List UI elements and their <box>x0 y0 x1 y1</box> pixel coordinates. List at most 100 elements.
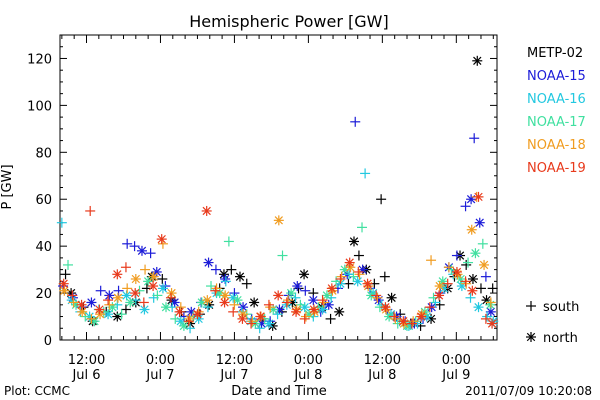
data-point <box>67 290 78 301</box>
data-point <box>201 205 212 216</box>
data-point <box>136 245 147 256</box>
x-tick-label-time: 0:00 <box>294 353 323 368</box>
data-point <box>174 306 185 317</box>
data-point <box>210 264 221 275</box>
y-tick-label: 40 <box>35 240 52 255</box>
data-point <box>254 323 265 334</box>
data-point <box>434 299 445 310</box>
data-point <box>116 309 127 320</box>
y-axis-label: P [GW] <box>0 164 15 209</box>
data-point <box>350 116 361 127</box>
data-point <box>165 292 176 303</box>
data-point <box>273 290 284 301</box>
data-point <box>56 217 67 228</box>
data-point <box>349 236 360 247</box>
data-point <box>122 238 133 249</box>
data-point <box>77 306 88 317</box>
data-point <box>480 313 491 324</box>
data-point <box>184 313 195 324</box>
x-tick-label-time: 0:00 <box>442 353 471 368</box>
data-point <box>371 290 382 301</box>
legend-entry: METP-02 <box>527 46 583 61</box>
data-point <box>406 318 417 329</box>
data-point <box>380 302 391 313</box>
data-point <box>229 299 240 310</box>
data-point <box>138 297 149 308</box>
data-point <box>202 295 213 306</box>
data-point <box>226 264 237 275</box>
data-point <box>148 271 159 282</box>
x-tick-label-date: Jul 9 <box>441 368 470 383</box>
data-point <box>460 201 471 212</box>
data-point <box>130 274 141 284</box>
data-point <box>263 318 274 329</box>
data-point <box>125 297 136 308</box>
data-point <box>210 285 221 296</box>
data-point <box>140 264 151 275</box>
data-point <box>178 320 189 331</box>
marker-legend: south north <box>526 300 579 346</box>
data-point <box>480 271 491 282</box>
plot-timestamp: 2011/07/09 10:20:08 <box>465 384 592 398</box>
data-point <box>220 290 231 301</box>
data-point <box>424 302 435 313</box>
data-point <box>161 302 172 313</box>
data-point <box>291 306 302 317</box>
data-point <box>344 257 355 268</box>
legend: METP-02 NOAA-15 NOAA-16 NOAA-17 NOAA-18 NOAA-… <box>527 46 586 176</box>
data-point <box>416 311 427 322</box>
y-tick-label: 20 <box>35 287 52 302</box>
data-point <box>475 283 486 294</box>
x-tick-label-time: 12:00 <box>364 353 401 368</box>
data-point <box>86 297 97 308</box>
data-points <box>56 55 499 334</box>
data-point <box>220 276 231 287</box>
x-tick-label-time: 12:00 <box>216 353 253 368</box>
data-point <box>344 269 355 280</box>
data-point <box>76 299 87 310</box>
data-point <box>283 295 294 306</box>
x-tick-label-date: Jul 6 <box>71 368 100 383</box>
y-tick-label: 120 <box>27 52 52 67</box>
legend-entry: NOAA-19 <box>527 161 586 176</box>
data-point <box>206 281 217 292</box>
data-point <box>104 299 115 310</box>
data-point <box>299 269 310 280</box>
data-point <box>113 285 124 296</box>
data-point <box>148 281 159 292</box>
data-point <box>246 318 257 329</box>
legend-north-label: north <box>543 331 578 346</box>
data-point <box>300 285 311 296</box>
data-point <box>308 295 319 306</box>
data-point <box>372 292 383 303</box>
data-point <box>202 302 213 313</box>
data-point <box>470 248 481 259</box>
data-point <box>353 250 364 261</box>
data-point <box>145 248 156 259</box>
x-tick-label-time: 0:00 <box>146 353 175 368</box>
data-point <box>129 241 140 252</box>
data-point <box>336 271 347 282</box>
data-point <box>193 313 204 324</box>
data-point <box>223 236 234 247</box>
y-tick-label: 100 <box>27 99 52 114</box>
data-point <box>238 302 249 313</box>
data-point <box>318 297 329 308</box>
data-point <box>86 313 97 324</box>
y-tick-label: 60 <box>35 193 52 208</box>
legend-entry: NOAA-18 <box>527 138 586 153</box>
data-point <box>122 283 133 294</box>
data-point <box>112 311 123 322</box>
data-point <box>112 269 123 280</box>
x-tick-label-date: Jul 7 <box>145 368 174 383</box>
data-point <box>308 304 319 315</box>
data-point <box>331 276 342 287</box>
data-point <box>166 288 177 299</box>
data-point <box>152 290 163 301</box>
data-point <box>255 311 266 322</box>
data-point <box>192 309 203 320</box>
data-point <box>95 285 106 296</box>
data-point <box>290 292 301 303</box>
data-point <box>473 302 484 313</box>
data-point <box>466 224 477 235</box>
